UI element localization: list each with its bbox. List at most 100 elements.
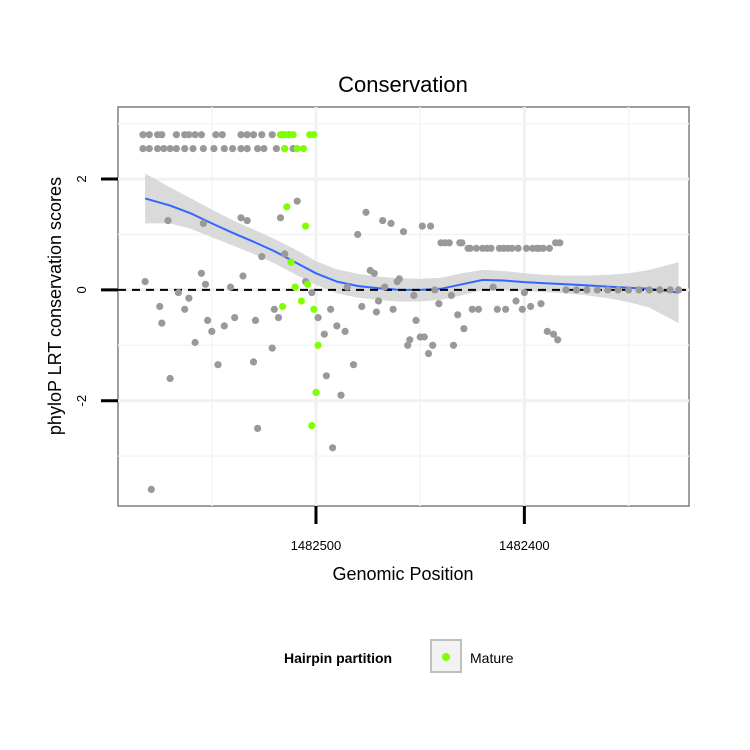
point-other	[468, 305, 476, 313]
plot-panel	[117, 106, 690, 507]
point-mature	[297, 297, 305, 305]
point-other	[358, 302, 366, 311]
point-other	[349, 361, 358, 369]
point-other	[145, 145, 153, 153]
point-other	[181, 305, 189, 313]
smooth-confidence-band	[145, 173, 679, 324]
point-other	[466, 244, 474, 252]
point-other	[512, 297, 520, 305]
point-other	[645, 286, 654, 294]
point-other	[527, 302, 535, 311]
y-tick-label: 0	[74, 286, 89, 293]
point-other	[435, 300, 443, 308]
point-other	[545, 244, 554, 252]
point-other	[237, 214, 245, 222]
point-other	[474, 305, 483, 313]
point-other	[210, 145, 218, 153]
point-mature	[302, 222, 310, 230]
point-other	[537, 300, 545, 308]
point-other	[156, 302, 164, 311]
point-other	[562, 286, 570, 294]
point-mature	[299, 145, 308, 153]
point-other	[399, 228, 408, 236]
x-tick-label: 1482500	[291, 538, 342, 553]
point-other	[675, 286, 683, 294]
point-other	[447, 291, 455, 299]
point-other	[189, 145, 197, 153]
point-other	[174, 289, 182, 297]
point-other	[258, 253, 266, 261]
point-mature	[304, 280, 312, 288]
y-axis-label: phyloP LRT conservation scores	[45, 177, 65, 435]
point-other	[583, 286, 591, 294]
point-other	[604, 286, 612, 294]
axes: 1482500 1482400 -2 0 2	[74, 175, 550, 553]
point-other	[554, 336, 562, 344]
legend-title: Hairpin partition	[284, 650, 392, 666]
point-other	[185, 131, 193, 139]
point-other	[656, 286, 664, 294]
point-other	[404, 341, 412, 349]
point-other	[243, 131, 251, 139]
point-mature	[289, 131, 297, 139]
point-other	[268, 344, 276, 352]
point-other	[199, 219, 207, 227]
point-other	[489, 283, 497, 291]
point-other	[270, 305, 278, 313]
point-other	[454, 311, 462, 319]
point-other	[418, 222, 426, 230]
point-other	[460, 325, 468, 333]
point-other	[147, 485, 155, 493]
point-other	[487, 244, 495, 252]
point-mature	[312, 388, 320, 396]
point-mature	[287, 258, 295, 266]
point-other	[237, 145, 245, 153]
point-other	[268, 131, 276, 139]
point-other	[343, 283, 351, 291]
point-other	[614, 286, 622, 294]
x-axis-label: Genomic Position	[332, 564, 473, 584]
point-other	[258, 131, 266, 139]
point-other	[458, 239, 466, 247]
point-other	[493, 305, 501, 313]
y-tick-label: -2	[74, 395, 89, 407]
point-other	[502, 305, 510, 313]
scatter-points	[139, 131, 683, 493]
point-other	[508, 244, 516, 252]
point-other	[543, 327, 551, 335]
point-other	[239, 272, 247, 280]
point-other	[145, 131, 153, 139]
chart-title: Conservation	[338, 72, 468, 97]
point-other	[370, 269, 378, 277]
point-other	[329, 444, 337, 452]
point-other	[472, 244, 480, 252]
point-other	[249, 131, 258, 139]
point-other	[406, 336, 414, 344]
point-other	[191, 131, 199, 139]
point-mature	[279, 302, 287, 311]
point-other	[166, 145, 174, 153]
point-other	[197, 131, 205, 139]
point-other	[445, 239, 453, 247]
point-other	[333, 322, 341, 330]
point-other	[322, 372, 330, 380]
point-other	[320, 330, 328, 338]
point-mature	[293, 145, 301, 153]
y-tick-label: 2	[74, 175, 89, 182]
point-other	[381, 283, 389, 291]
point-other	[185, 294, 193, 302]
point-other	[354, 230, 362, 239]
point-other	[139, 131, 147, 139]
point-other	[427, 222, 435, 230]
smooth-fit-line	[144, 197, 679, 294]
point-other	[204, 316, 212, 324]
point-other	[372, 308, 380, 316]
point-mature	[308, 422, 316, 430]
point-other	[374, 297, 383, 305]
point-other	[593, 286, 601, 294]
point-other	[362, 208, 370, 216]
point-other	[172, 145, 180, 153]
point-other	[201, 280, 210, 288]
point-other	[158, 131, 166, 139]
